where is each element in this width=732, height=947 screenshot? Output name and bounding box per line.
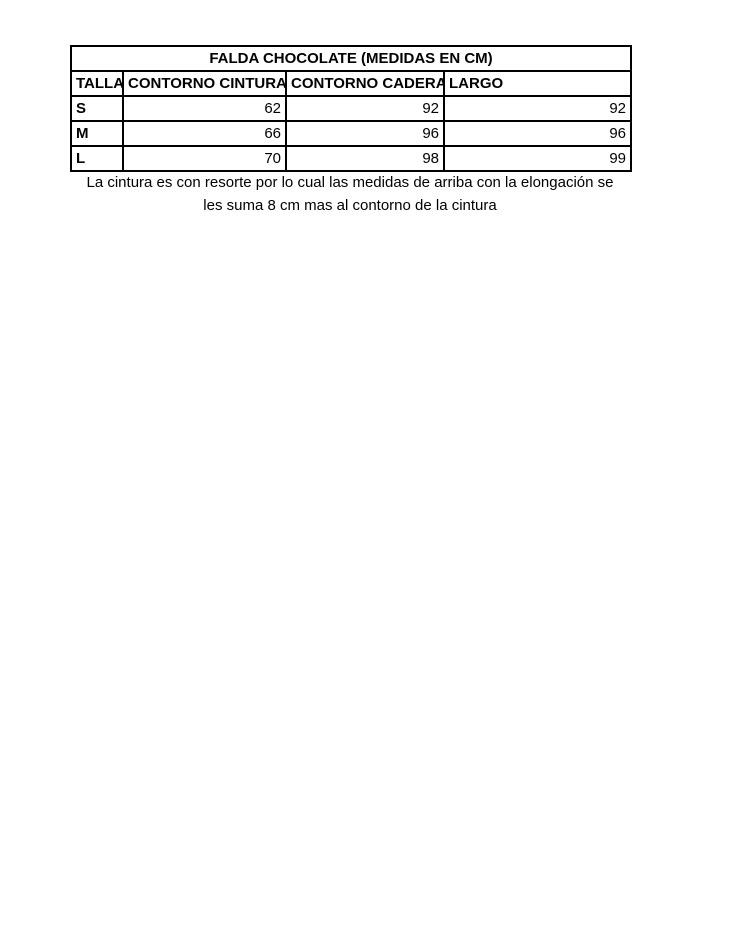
cell-largo: 92 (442, 95, 633, 122)
table-row-s: S 62 92 92 (70, 95, 633, 122)
elastic-waist-note: La cintura es con resorte por lo cual la… (70, 171, 630, 217)
table-row-l: L 70 98 99 (70, 145, 633, 172)
column-header-largo: LARGO (442, 70, 633, 97)
table-row-m: M 66 96 96 (70, 120, 633, 147)
cell-largo: 99 (442, 145, 633, 172)
column-header-contorno-cintura: CONTORNO CINTURA (122, 70, 287, 97)
cell-largo: 96 (442, 120, 633, 147)
size-label: M (70, 120, 124, 147)
cell-cintura: 70 (122, 145, 287, 172)
table-title: FALDA CHOCOLATE (MEDIDAS EN CM) (69, 45, 633, 72)
size-chart-table: FALDA CHOCOLATE (MEDIDAS EN CM) TALLA CO… (69, 45, 633, 172)
table-header-row: TALLA CONTORNO CINTURA CONTORNO CADERA L… (70, 70, 633, 97)
note-line-1: La cintura es con resorte por lo cual la… (86, 174, 614, 191)
size-label: L (70, 145, 124, 172)
size-label: S (70, 95, 124, 122)
note-line-2: les suma 8 cm mas al contorno de la cint… (203, 197, 497, 214)
cell-cintura: 62 (122, 95, 287, 122)
cell-cadera: 98 (285, 145, 445, 172)
cell-cadera: 92 (285, 95, 445, 122)
column-header-talla: TALLA (70, 70, 124, 97)
column-header-contorno-cadera: CONTORNO CADERA (285, 70, 445, 97)
cell-cintura: 66 (122, 120, 287, 147)
table-title-row: FALDA CHOCOLATE (MEDIDAS EN CM) (69, 45, 633, 72)
cell-cadera: 96 (285, 120, 445, 147)
